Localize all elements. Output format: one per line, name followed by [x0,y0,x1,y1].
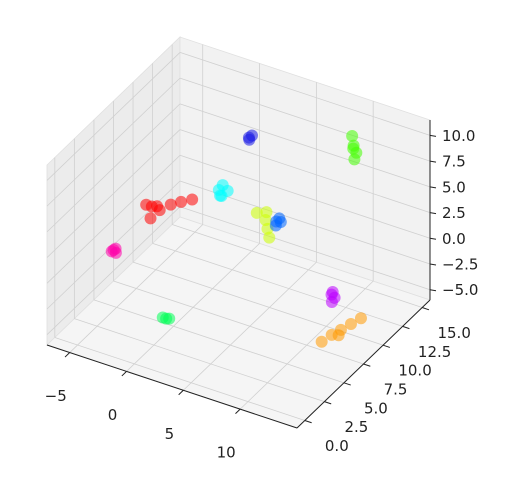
tick-mark [429,263,437,266]
y-tick-label: 2.5 [344,418,368,436]
point [346,129,359,142]
point [243,133,256,146]
tick-mark [402,325,410,330]
x-axis [46,344,298,429]
tick-mark [429,289,437,292]
point [144,212,157,225]
grid-line [46,206,181,336]
point [260,206,273,219]
tick-mark [64,352,71,358]
grid-line [179,103,431,188]
grid-line [172,224,423,308]
x-tick-label: −5 [45,387,67,405]
grid-line [46,154,181,284]
tick-mark [178,389,184,396]
grid-line [46,77,181,207]
z-tick-label: 0.0 [442,230,466,248]
grid-line [179,206,431,291]
tick-mark [343,382,351,386]
y-tick-label: 10.0 [398,362,431,380]
z-tick-label: 10.0 [442,127,475,145]
z-tick-label: 5.0 [442,178,466,196]
y-tick-label: 5.0 [364,399,388,417]
z-tick-label: −5.0 [442,281,478,299]
grid-line [93,299,345,384]
tick-mark [363,363,371,367]
x-tick-label: 10 [217,444,236,462]
grid-line [46,103,181,233]
tick-mark [121,371,127,377]
point [326,285,339,298]
point [163,312,176,325]
tick-mark [429,237,437,240]
tick-mark [324,401,332,405]
grid-line [46,129,181,258]
z-tick-label: −2.5 [442,256,478,274]
point [332,329,345,342]
point [344,318,357,331]
tick-mark [235,408,241,415]
x-tick-label: 5 [165,425,175,443]
tick-mark [429,186,437,189]
z-tick-label: 7.5 [442,153,466,171]
tick-mark [429,212,437,215]
point [250,206,263,219]
grid-line [179,77,431,162]
point [315,335,328,348]
y-tick-label: 12.5 [418,343,451,361]
grid-line [74,318,325,403]
y-tick-label: 0.0 [325,437,349,455]
point [221,184,234,197]
grid-line [179,154,431,239]
grid-line [46,52,181,181]
grid-line [54,337,305,421]
y-tick-label: 7.5 [384,381,408,399]
z-tick-label: 2.5 [442,204,466,222]
tick-mark [429,134,437,137]
tick-mark [422,307,430,311]
point [274,215,287,228]
point [153,204,166,217]
grid-line [179,52,431,136]
point [263,231,276,244]
point [348,153,361,166]
tick-mark [304,419,312,424]
point [109,246,122,259]
grid-line [113,280,364,365]
point [347,142,360,155]
y-tick-label: 15.0 [437,324,470,342]
y-axis [296,299,431,429]
grid-line [179,129,431,213]
point [175,195,188,208]
tick-mark [382,344,391,348]
point [325,295,338,308]
tick-mark [429,160,437,163]
x-tick-label: 0 [108,406,118,424]
point [164,198,177,211]
point [354,312,367,325]
point [186,193,199,206]
